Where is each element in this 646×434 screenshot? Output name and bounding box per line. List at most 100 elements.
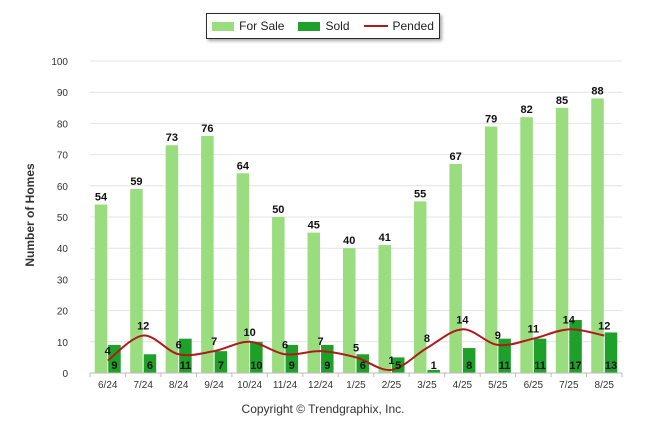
y-tick-label: 80	[57, 119, 69, 130]
bar-sold[interactable]	[604, 332, 618, 373]
data-label-sold: 13	[605, 360, 617, 372]
data-label-pended: 6	[282, 339, 288, 351]
bar-for-sale[interactable]	[591, 98, 604, 373]
data-label-pended: 11	[528, 324, 540, 336]
data-label-pended: 8	[424, 333, 430, 345]
y-tick-label: 50	[57, 213, 69, 224]
data-label-for-sale: 40	[343, 235, 355, 247]
bar-sold[interactable]	[143, 354, 157, 373]
data-label-pended: 5	[353, 342, 359, 354]
x-tick-label: 8/25	[595, 380, 615, 391]
data-label-pended: 7	[211, 336, 217, 348]
bar-for-sale[interactable]	[307, 232, 321, 373]
bar-sold[interactable]	[427, 369, 440, 373]
data-label-pended: 10	[243, 327, 255, 339]
x-axis-ticks: 6/24 7/24 8/24 9/24 10/24 11/24 12/24 1/25 2/25 3…	[89, 372, 623, 391]
grid-lines	[90, 60, 622, 374]
data-label-sold: 6	[147, 360, 153, 372]
data-label-pended: 9	[495, 330, 501, 342]
y-axis-ticks: 0 10 20 30 40 50 60 70 80 90 100	[51, 57, 68, 380]
data-label-for-sale: 59	[130, 176, 142, 188]
data-label-sold: 9	[111, 360, 117, 372]
x-tick-label: 6/24	[98, 380, 118, 391]
bar-sold[interactable]	[214, 351, 228, 373]
bar-sold[interactable]	[533, 338, 547, 373]
data-label-pended: 14	[563, 314, 576, 326]
x-tick-label: 3/25	[417, 380, 437, 391]
data-label-for-sale: 85	[556, 95, 568, 107]
legend-swatch-pended	[363, 25, 388, 27]
legend-label-for-sale: For Sale	[239, 19, 285, 33]
y-tick-label: 0	[62, 369, 68, 380]
y-tick-label: 70	[57, 151, 69, 162]
bar-for-sale[interactable]	[343, 248, 356, 373]
data-label-for-sale: 45	[308, 220, 320, 232]
y-tick-label: 60	[57, 182, 69, 193]
data-label-sold: 5	[395, 360, 401, 372]
bar-for-sale[interactable]	[378, 245, 391, 373]
bar-sold[interactable]	[569, 319, 582, 373]
bar-for-sale[interactable]	[413, 201, 427, 373]
x-tick-label: 11/24	[273, 380, 298, 391]
bar-for-sale[interactable]	[94, 204, 108, 373]
data-label-sold: 10	[250, 360, 262, 372]
legend: For Sale Sold Pended	[206, 13, 440, 39]
bar-sold[interactable]	[250, 341, 263, 373]
data-label-sold: 9	[289, 360, 295, 372]
legend-item-for-sale[interactable]: For Sale	[212, 19, 284, 33]
bar-sold[interactable]	[285, 344, 299, 373]
x-tick-label: 2/25	[382, 380, 402, 391]
bar-for-sale[interactable]	[449, 163, 462, 373]
data-label-pended: 6	[176, 339, 182, 351]
x-tick-label: 9/24	[204, 380, 224, 391]
bar-for-sale[interactable]	[130, 188, 143, 373]
bar-for-sale[interactable]	[272, 217, 285, 373]
data-label-for-sale: 88	[591, 85, 603, 97]
bar-sold[interactable]	[498, 338, 511, 373]
y-tick-label: 20	[57, 307, 69, 318]
x-tick-label: 7/24	[133, 380, 153, 391]
data-label-for-sale: 50	[272, 204, 284, 216]
line-pended[interactable]	[107, 328, 605, 371]
data-label-sold: 7	[218, 360, 224, 372]
data-label-for-sale: 55	[414, 188, 426, 200]
data-label-for-sale: 67	[450, 151, 462, 163]
legend-item-pended[interactable]: Pended	[363, 19, 434, 33]
data-label-pended: 12	[598, 321, 610, 333]
data-label-pended: 7	[317, 336, 323, 348]
data-label-for-sale: 54	[95, 192, 108, 204]
y-axis-label: Number of Homes	[23, 163, 37, 267]
data-label-sold: 11	[180, 360, 192, 372]
data-label-sold: 9	[324, 360, 330, 372]
data-label-pended: 12	[137, 321, 149, 333]
x-tick-label: 10/24	[237, 380, 262, 391]
data-label-for-sale: 64	[237, 160, 250, 172]
x-tick-label: 5/25	[488, 380, 508, 391]
bar-for-sale[interactable]	[201, 135, 214, 373]
bar-for-sale[interactable]	[236, 173, 250, 373]
data-label-for-sale: 76	[201, 123, 213, 135]
bar-sold[interactable]	[462, 348, 476, 373]
data-label-sold: 17	[569, 360, 581, 372]
legend-swatch-sold	[298, 21, 321, 31]
x-tick-label: 4/25	[453, 380, 473, 391]
y-tick-label: 30	[57, 275, 69, 286]
x-tick-label: 7/25	[559, 380, 579, 391]
y-tick-label: 10	[57, 338, 69, 349]
data-label-for-sale: 73	[166, 132, 178, 144]
bar-for-sale[interactable]	[520, 117, 533, 373]
legend-item-sold[interactable]: Sold	[298, 19, 350, 33]
legend-swatch-for-sale	[212, 21, 235, 31]
data-label-sold: 8	[466, 360, 472, 372]
bars	[94, 98, 618, 374]
x-tick-label: 12/24	[308, 380, 333, 391]
legend-label-sold: Sold	[325, 19, 350, 33]
bar-for-sale[interactable]	[555, 107, 569, 374]
copyright-text: Copyright © Trendgraphix, Inc.	[241, 402, 405, 416]
bar-for-sale[interactable]	[165, 145, 179, 373]
y-tick-label: 90	[57, 88, 69, 99]
pended-line	[107, 328, 605, 371]
data-label-sold: 11	[534, 360, 546, 372]
bar-for-sale[interactable]	[484, 126, 498, 374]
